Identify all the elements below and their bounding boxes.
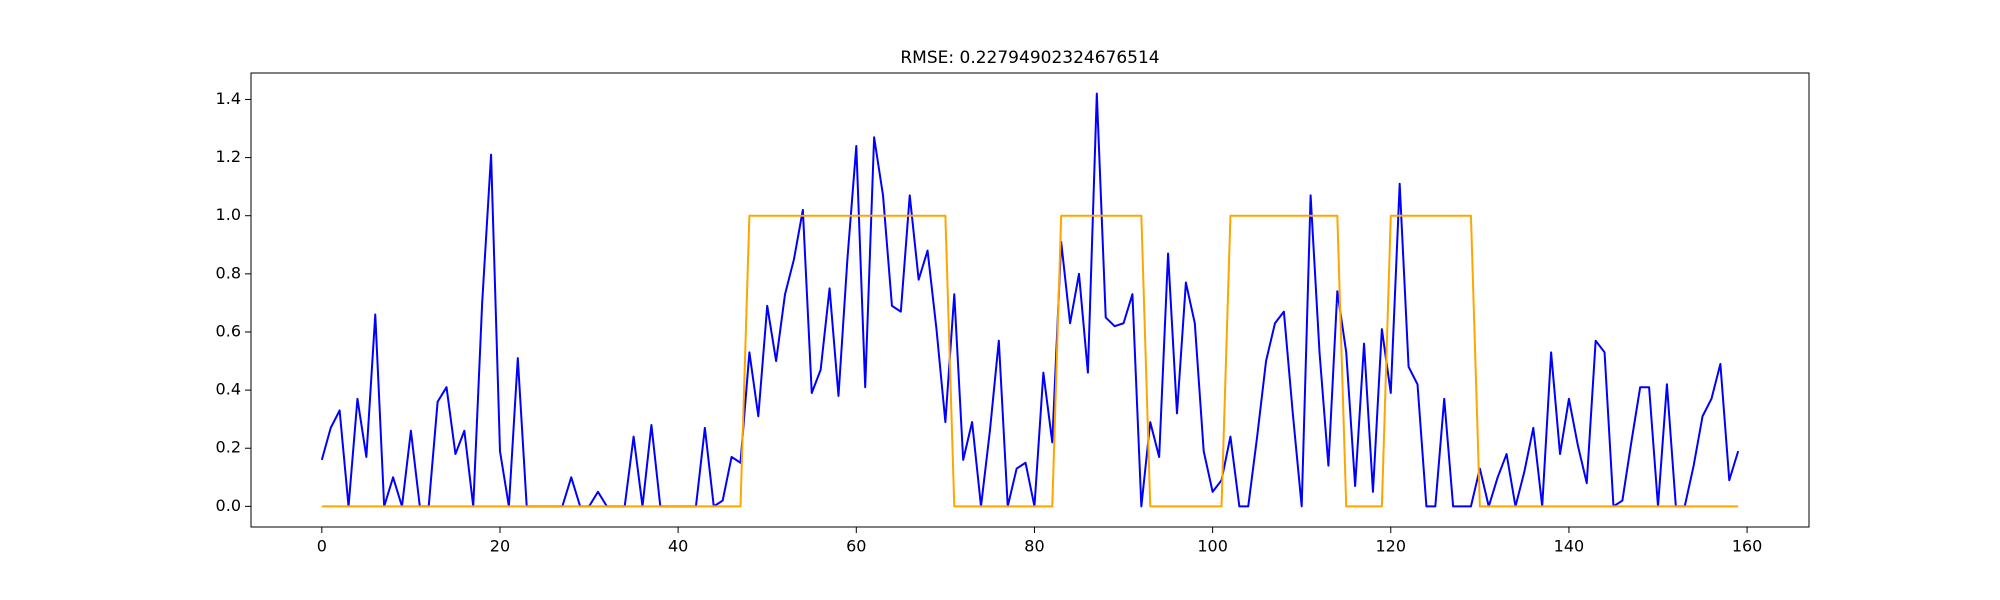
- x-tick-label: 100: [1197, 537, 1228, 556]
- chart-title: RMSE: 0.22794902324676514: [900, 48, 1159, 68]
- x-tick-label: 0: [317, 537, 327, 556]
- y-tick-label: 0.2: [216, 438, 241, 457]
- y-tick-label: 0.8: [216, 263, 241, 282]
- y-tick-label: 1.4: [216, 89, 241, 108]
- x-tick-label: 80: [1024, 537, 1044, 556]
- x-tick-label: 40: [668, 537, 688, 556]
- x-tick-label: 60: [846, 537, 866, 556]
- y-tick-label: 1.0: [216, 205, 241, 224]
- plot-frame: [250, 72, 1810, 528]
- y-tick-label: 0.0: [216, 496, 241, 515]
- x-tick-label: 20: [490, 537, 510, 556]
- y-tick-label: 1.2: [216, 147, 241, 166]
- y-tick-label: 0.6: [216, 321, 241, 340]
- x-tick-label: 160: [1732, 537, 1763, 556]
- y-tick-label: 0.4: [216, 380, 241, 399]
- x-tick-label: 140: [1554, 537, 1585, 556]
- x-tick-label: 120: [1375, 537, 1406, 556]
- data-line: [321, 214, 1739, 508]
